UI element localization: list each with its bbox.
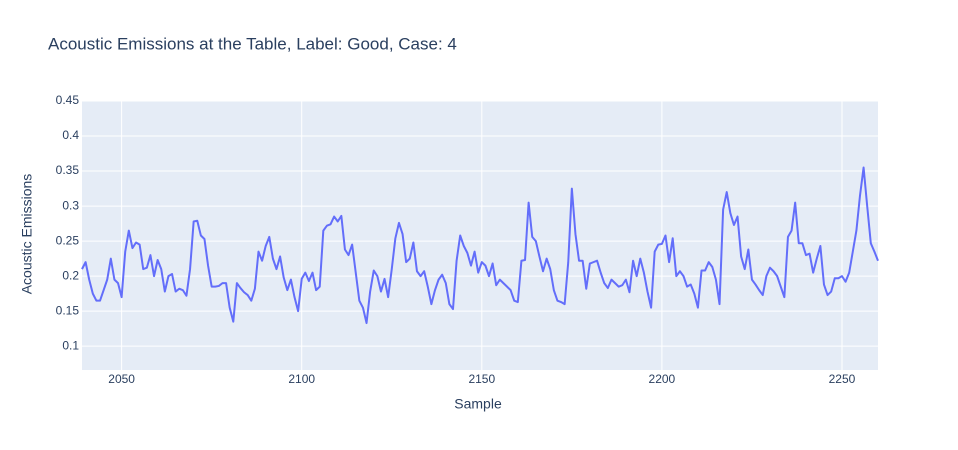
marks xyxy=(81,166,879,325)
x-tick-label: 2100 xyxy=(288,372,315,386)
y-tick-label: 0.15 xyxy=(56,303,80,317)
y-tick-label: 0.45 xyxy=(56,93,80,107)
x-tick-label: 2250 xyxy=(829,372,856,386)
plot-area xyxy=(82,101,878,370)
y-tick-label: 0.4 xyxy=(62,128,79,142)
x-tick-label: 2150 xyxy=(468,372,495,386)
y-tick-label: 0.3 xyxy=(62,198,79,212)
x-tick-label: 2200 xyxy=(649,372,676,386)
x-tick-label: 2050 xyxy=(108,372,135,386)
data-line xyxy=(81,166,879,325)
y-tick-label: 0.35 xyxy=(56,163,80,177)
grid xyxy=(82,100,878,370)
chart-title: Acoustic Emissions at the Table, Label: … xyxy=(48,34,457,53)
y-axis-title: Acoustic Emissions xyxy=(19,174,35,295)
y-tick-label: 0.25 xyxy=(56,233,80,247)
y-tick-label: 0.1 xyxy=(62,338,79,352)
y-tick-label: 0.2 xyxy=(62,268,79,282)
x-axis-title: Sample xyxy=(454,396,502,412)
